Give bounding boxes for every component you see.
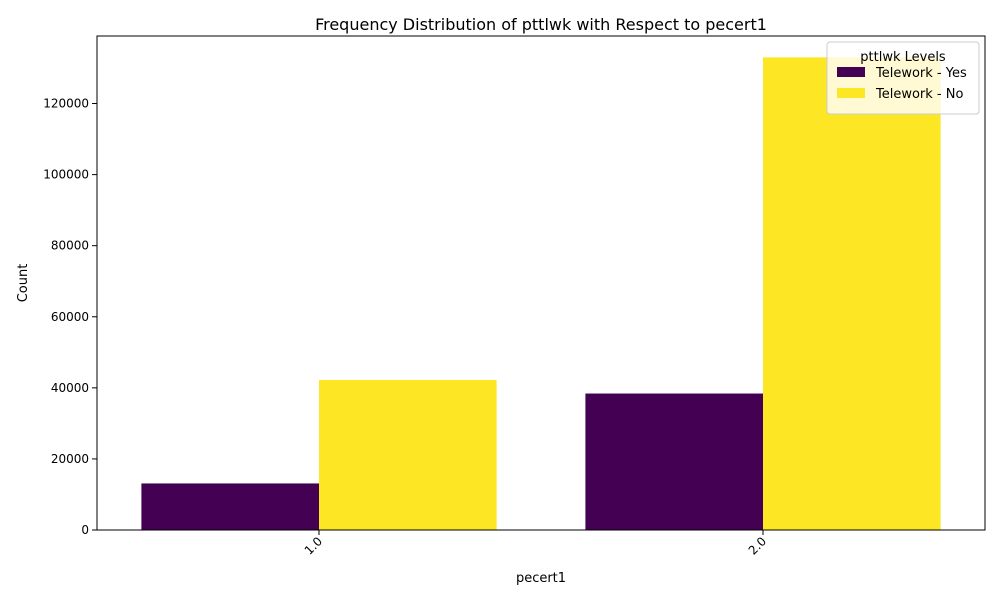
y-tick-label: 40000	[51, 381, 89, 395]
chart-title: Frequency Distribution of pttlwk with Re…	[315, 15, 767, 34]
x-axis-label: pecert1	[516, 571, 566, 586]
bar-telework-no-2-0	[763, 57, 941, 531]
y-tick-label: 80000	[51, 239, 89, 253]
bar-telework-no-1-0	[319, 380, 497, 530]
x-tick-label: 1.0	[302, 534, 325, 557]
legend-items: Telework - Yes Telework - No	[837, 66, 967, 102]
bar-telework-yes-2-0	[585, 393, 763, 530]
bars-group	[141, 57, 941, 531]
y-axis: 0 20000 40000 60000 80000 100000 120000	[43, 97, 97, 537]
legend-swatch-telework-no	[837, 88, 865, 98]
y-tick-label: 60000	[51, 310, 89, 324]
plot-frame	[96, 35, 986, 531]
bar-telework-yes-1-0	[141, 483, 319, 530]
y-tick-label: 100000	[43, 168, 89, 182]
y-tick-label: 20000	[51, 452, 89, 466]
y-tick-label: 120000	[43, 97, 89, 111]
legend: pttlwk Levels Telework - Yes Telework - N…	[826, 41, 980, 115]
y-axis-label: Count	[16, 264, 31, 303]
x-axis: 1.0 2.0	[302, 530, 769, 558]
legend-title: pttlwk Levels	[860, 50, 946, 65]
legend-swatch-telework-yes	[837, 67, 865, 77]
y-tick-label: 0	[81, 523, 89, 537]
legend-label-telework-yes: Telework - Yes	[875, 66, 967, 81]
x-tick-label: 2.0	[746, 534, 769, 557]
legend-label-telework-no: Telework - No	[875, 87, 963, 102]
